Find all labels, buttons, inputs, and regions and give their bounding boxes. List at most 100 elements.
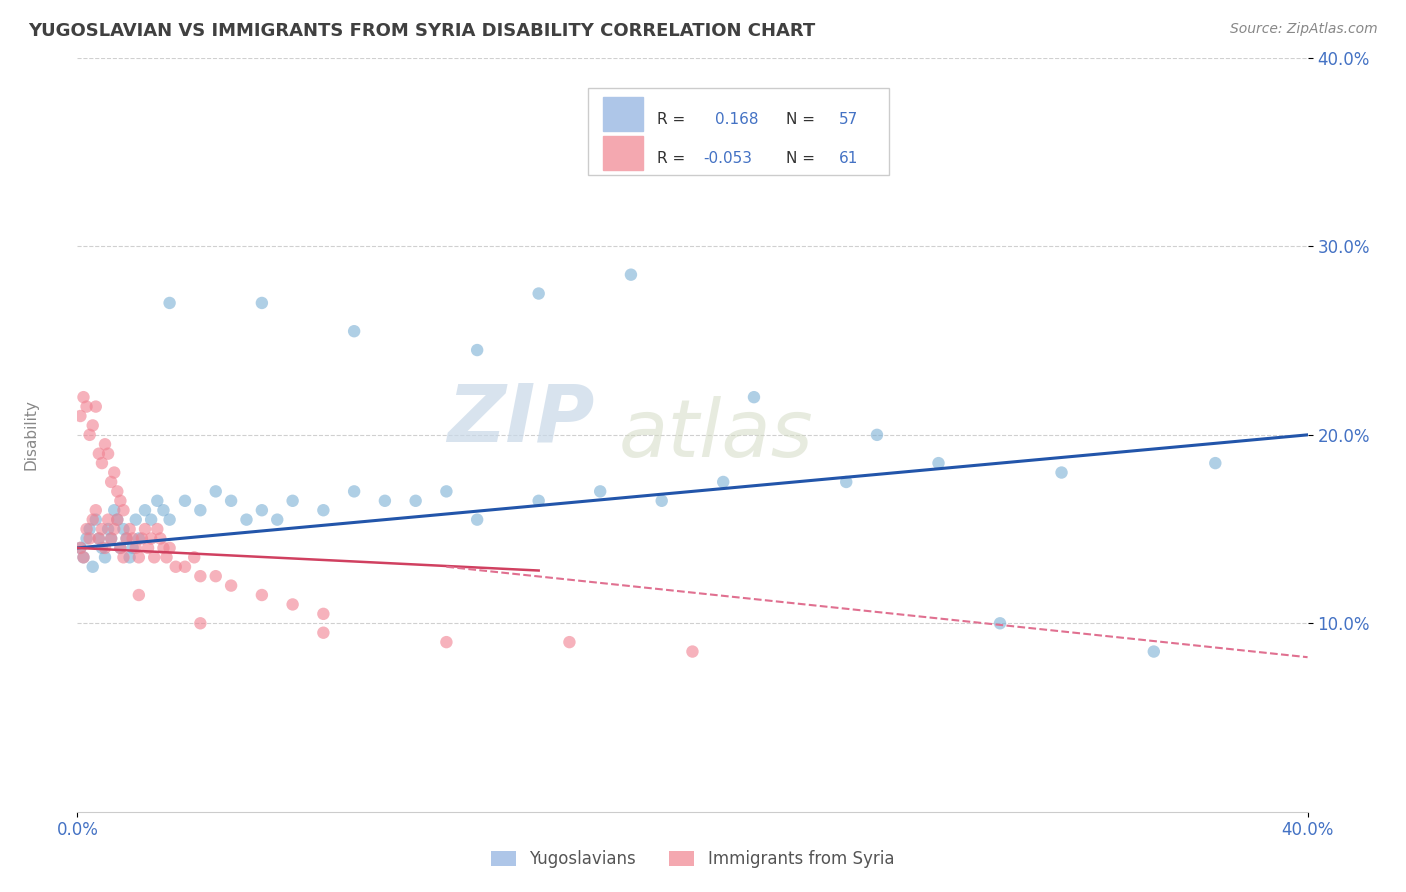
- Point: [112, 503, 135, 517]
- Point: [159, 513, 181, 527]
- Point: [112, 550, 135, 565]
- Point: [143, 550, 166, 565]
- Point: [866, 428, 889, 442]
- Point: [343, 484, 366, 499]
- Point: [97, 447, 120, 461]
- Point: [125, 541, 148, 555]
- Point: [76, 522, 98, 536]
- Point: [121, 541, 143, 555]
- Text: R =: R =: [657, 112, 685, 128]
- Point: [465, 513, 488, 527]
- Point: [436, 635, 458, 649]
- Point: [79, 532, 101, 546]
- Point: [1204, 456, 1226, 470]
- Point: [105, 513, 128, 527]
- Point: [69, 541, 91, 555]
- Bar: [603, 97, 644, 131]
- Point: [219, 579, 242, 593]
- Point: [110, 541, 132, 555]
- Point: [103, 503, 125, 517]
- Point: [128, 532, 150, 546]
- Point: [219, 493, 242, 508]
- Point: [589, 484, 612, 499]
- Point: [711, 475, 734, 489]
- Text: ZIP: ZIP: [447, 381, 595, 458]
- Point: [146, 522, 169, 536]
- Point: [152, 541, 174, 555]
- Point: [72, 550, 94, 565]
- Point: [742, 390, 765, 404]
- Point: [112, 522, 135, 536]
- Point: [159, 296, 181, 310]
- Text: 0.168: 0.168: [714, 112, 758, 128]
- Text: N =: N =: [786, 151, 815, 166]
- Point: [682, 644, 704, 658]
- Point: [121, 532, 143, 546]
- Point: [1143, 644, 1166, 658]
- Point: [79, 522, 101, 536]
- Point: [465, 343, 488, 357]
- Point: [128, 588, 150, 602]
- Point: [149, 532, 172, 546]
- Point: [103, 522, 125, 536]
- Legend: Yugoslavians, Immigrants from Syria: Yugoslavians, Immigrants from Syria: [484, 844, 901, 875]
- Point: [134, 503, 156, 517]
- Point: [110, 541, 132, 555]
- Point: [281, 598, 304, 612]
- Point: [558, 635, 581, 649]
- Point: [103, 466, 125, 480]
- Point: [188, 503, 212, 517]
- Point: [110, 493, 132, 508]
- Text: 57: 57: [839, 112, 858, 128]
- Point: [183, 550, 205, 565]
- Point: [312, 607, 335, 621]
- Point: [188, 616, 212, 631]
- Point: [174, 559, 197, 574]
- Point: [90, 456, 114, 470]
- Point: [312, 503, 335, 517]
- Point: [87, 447, 110, 461]
- Point: [94, 541, 117, 555]
- Point: [84, 513, 107, 527]
- Point: [174, 493, 197, 508]
- Point: [100, 532, 122, 546]
- Bar: [603, 136, 644, 169]
- Point: [146, 493, 169, 508]
- Point: [105, 513, 128, 527]
- Point: [69, 541, 91, 555]
- Point: [82, 559, 104, 574]
- Text: Disability: Disability: [22, 400, 38, 470]
- Point: [87, 532, 110, 546]
- Point: [115, 532, 138, 546]
- Text: -0.053: -0.053: [703, 151, 752, 166]
- Point: [266, 513, 288, 527]
- Point: [651, 493, 673, 508]
- Point: [1050, 466, 1073, 480]
- Point: [188, 569, 212, 583]
- FancyBboxPatch shape: [588, 88, 890, 175]
- Point: [928, 456, 950, 470]
- Point: [405, 493, 427, 508]
- Point: [250, 503, 273, 517]
- Text: YUGOSLAVIAN VS IMMIGRANTS FROM SYRIA DISABILITY CORRELATION CHART: YUGOSLAVIAN VS IMMIGRANTS FROM SYRIA DIS…: [28, 22, 815, 40]
- Point: [90, 522, 114, 536]
- Point: [281, 493, 304, 508]
- Text: N =: N =: [786, 112, 815, 128]
- Point: [159, 541, 181, 555]
- Point: [436, 484, 458, 499]
- Point: [128, 550, 150, 565]
- Point: [87, 532, 110, 546]
- Point: [988, 616, 1011, 631]
- Point: [79, 428, 101, 442]
- Point: [94, 550, 117, 565]
- Point: [100, 475, 122, 489]
- Point: [105, 484, 128, 499]
- Point: [343, 324, 366, 338]
- Text: atlas: atlas: [619, 396, 814, 474]
- Text: 61: 61: [839, 151, 858, 166]
- Point: [72, 390, 94, 404]
- Point: [165, 559, 187, 574]
- Point: [131, 532, 153, 546]
- Point: [82, 418, 104, 433]
- Text: Source: ZipAtlas.com: Source: ZipAtlas.com: [1230, 22, 1378, 37]
